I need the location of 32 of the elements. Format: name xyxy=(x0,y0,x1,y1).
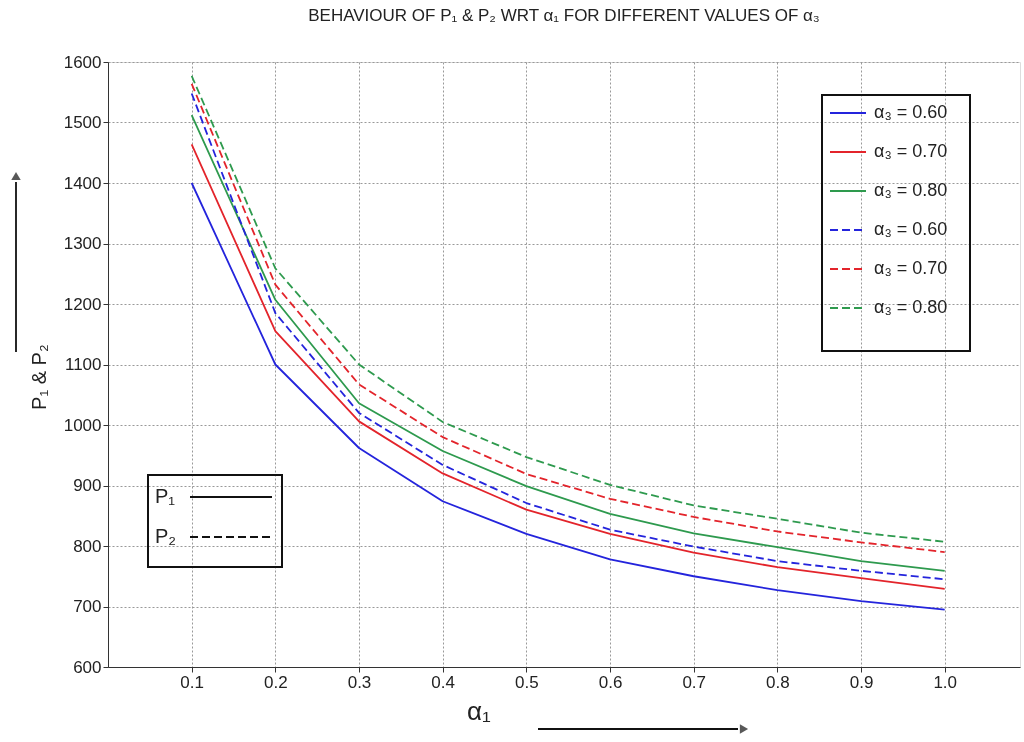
legend-label: α₃ = 0.80 xyxy=(874,297,948,317)
y-tick-label: 600 xyxy=(73,657,102,677)
annotation: P₂ xyxy=(155,525,177,547)
x-tick-label: 0.6 xyxy=(598,672,623,692)
legend-label: α₃ = 0.60 xyxy=(874,102,948,122)
x-tick-label: 0.1 xyxy=(180,672,204,692)
x-tick-label: 1.0 xyxy=(933,672,958,692)
y-tick-label: 1000 xyxy=(63,415,102,435)
x-tick-label: 0.7 xyxy=(682,672,707,692)
x-tick-label: 0.3 xyxy=(347,672,372,692)
legend-label: α₃ = 0.60 xyxy=(874,219,948,239)
x-tick-label: 0.8 xyxy=(766,672,790,692)
y-axis-title: P₁ & P₂ xyxy=(27,344,50,410)
y-tick-label: 900 xyxy=(73,476,102,495)
y-tick-label: 1600 xyxy=(63,52,102,72)
y-tick-label: 1500 xyxy=(63,113,102,132)
chart-title: BEHAVIOUR OF P₁ & P₂ WRT α₁ FOR DIFFERENT VALUES OF α₃ xyxy=(308,6,820,25)
legend-label: α₃ = 0.70 xyxy=(874,258,948,278)
y-tick-label: 700 xyxy=(73,597,102,616)
y-tick-label: 1300 xyxy=(63,234,102,253)
y-tick-label: 1400 xyxy=(63,173,102,193)
x-axis-title: α₁ xyxy=(466,695,492,726)
x-tick-label: 0.2 xyxy=(264,672,288,692)
legend-label: α₃ = 0.80 xyxy=(874,180,948,200)
y-tick-label: 800 xyxy=(73,536,102,556)
x-tick-label: 0.5 xyxy=(515,672,539,692)
x-tick-label: 0.4 xyxy=(431,672,455,692)
legend-label: α₃ = 0.70 xyxy=(874,141,948,161)
y-tick-label: 1100 xyxy=(64,355,102,374)
y-tick-label: 1200 xyxy=(63,294,102,314)
x-tick-label: 0.9 xyxy=(849,672,874,692)
annotation: P₁ xyxy=(155,485,176,507)
